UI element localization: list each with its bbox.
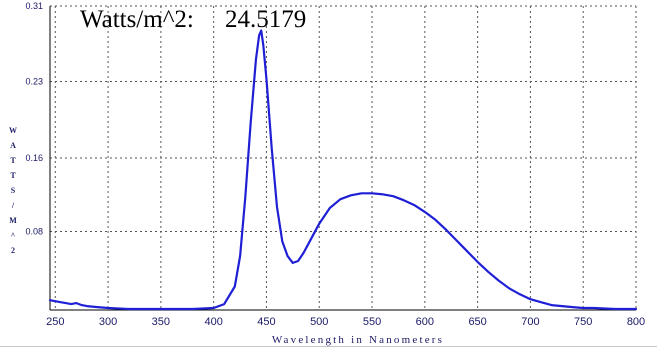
x-axis-title: Wavelength in Nanometers [272,334,444,346]
y-tick-label: 0.08 [25,227,43,237]
x-tick-label: 350 [152,316,170,328]
x-tick-label: 550 [363,316,381,328]
y-axis-title-char: S [11,186,16,195]
irradiance-value: 24.5179 [225,6,307,33]
x-tick-label: 250 [46,316,64,328]
x-tick-label: 600 [416,316,434,328]
y-axis-title-char: 2 [11,246,15,255]
x-tick-label: 700 [521,316,539,328]
x-tick-label: 750 [574,316,592,328]
y-tick-label: 0.16 [25,153,43,163]
y-axis-title-char: W [9,126,17,135]
x-tick-label: 650 [468,316,486,328]
y-axis-title-char: M [9,216,17,225]
x-tick-label: 500 [310,316,328,328]
y-tick-label: 0.31 [25,1,43,11]
x-tick-label: 300 [99,316,117,328]
y-axis-title-char: T [10,171,16,180]
x-tick-label: 800 [627,316,645,328]
spectrum-series-line [48,29,638,311]
y-tick-label: 0.23 [25,77,43,87]
x-tick-label: 450 [257,316,275,328]
x-tick-label: 400 [204,316,222,328]
bottom-divider [0,346,657,347]
y-axis-title-char: ^ [11,231,16,240]
y-axis-title-char: / [11,201,15,210]
y-axis-title-char: A [10,141,16,150]
irradiance-label: Watts/m^2: [80,6,194,33]
y-axis-title-char: T [10,156,16,165]
